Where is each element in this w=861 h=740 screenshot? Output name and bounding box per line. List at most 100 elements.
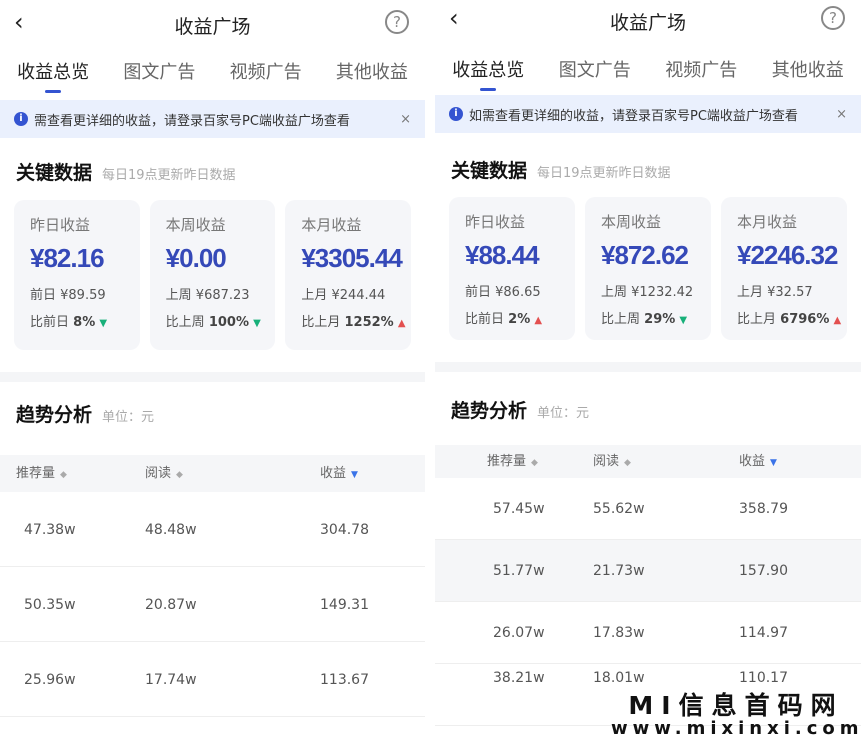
card-value: ¥872.62	[601, 240, 689, 270]
sort-icon[interactable]: ◆	[531, 457, 538, 468]
compare-label: 比上月	[737, 312, 777, 327]
card-compare: 比上月 6796% ▲	[737, 308, 847, 327]
table-cell: 55.62w	[593, 501, 645, 517]
close-icon[interactable]: ×	[836, 106, 847, 122]
column-label: 阅读	[593, 453, 620, 469]
table-row[interactable]: 50.35w 20.87w 149.31	[0, 567, 425, 642]
sort-icon[interactable]: ◆	[624, 457, 631, 468]
compare-label: 比前日	[30, 315, 70, 330]
triangle-down-icon: ▼	[679, 315, 688, 326]
column-label: 收益	[320, 465, 347, 481]
stat-card[interactable]: 昨日收益 ¥88.44 前日 ¥86.65 比前日 2% ▲	[449, 197, 575, 340]
sort-icon[interactable]: ◆	[60, 469, 67, 480]
triangle-down-icon: ▼	[99, 318, 108, 329]
column-header[interactable]: 阅读 ◆	[145, 465, 183, 484]
key-data-title: 关键数据	[16, 162, 93, 184]
column-header[interactable]: 推荐量 ◆	[487, 453, 538, 472]
tab-0[interactable]: 收益总览	[448, 56, 528, 94]
phone-screen-1: ‹ 收益广场 ? 收益总览 图文广告 视频广告 其他收益 i 需查看更详细的收益，请登…	[0, 0, 425, 740]
sort-icon[interactable]: ▼	[351, 469, 358, 480]
compare-value: 2%	[508, 312, 531, 327]
compare-value: 6796%	[780, 312, 830, 327]
table-cell: 47.38w	[24, 521, 76, 538]
card-value: ¥88.44	[465, 240, 540, 270]
table-cell: 157.90	[739, 563, 788, 579]
stat-card[interactable]: 本周收益 ¥872.62 上周 ¥1232.42 比上周 29% ▼	[585, 197, 711, 340]
column-label: 推荐量	[16, 465, 56, 481]
table-cell: 48.48w	[145, 521, 197, 538]
tab-3[interactable]: 其他收益	[335, 62, 408, 83]
stat-cards: 昨日收益 ¥82.16 前日 ¥89.59 比前日 8% ▼ 本周收益 ¥0.0…	[14, 200, 412, 350]
column-label: 推荐量	[487, 453, 527, 469]
page-title: 收益广场	[174, 16, 251, 38]
table-cell: 114.97	[739, 625, 788, 641]
stat-card[interactable]: 本月收益 ¥3305.44 上月 ¥244.44 比上月 1252% ▲	[285, 200, 412, 350]
table-row[interactable]: 38.21w 18.01w 110.17	[435, 664, 861, 726]
triangle-up-icon: ▲	[397, 318, 406, 329]
compare-label: 比前日	[465, 312, 505, 327]
back-icon[interactable]: ‹	[449, 4, 459, 32]
column-header[interactable]: 收益 ▼	[320, 465, 358, 484]
table-header: 推荐量 ◆ 阅读 ◆ 收益 ▼	[0, 455, 425, 492]
table-cell: 50.35w	[24, 596, 76, 613]
stat-card[interactable]: 昨日收益 ¥82.16 前日 ¥89.59 比前日 8% ▼	[14, 200, 140, 350]
table-row[interactable]: 51.77w 21.73w 157.90	[435, 540, 861, 602]
banner-text: 需查看更详细的收益，请登录百家号PC端收益广场查看	[34, 113, 350, 129]
banner-text: 如需查看更详细的收益，请登录百家号PC端收益广场查看	[469, 108, 798, 124]
tab-1[interactable]: 图文广告	[123, 62, 196, 83]
trend-unit: 单位：元	[537, 406, 590, 421]
page-title: 收益广场	[609, 12, 686, 34]
compare-label: 比上周	[165, 315, 205, 330]
triangle-down-icon: ▼	[253, 318, 261, 329]
card-value: ¥3305.44	[301, 243, 402, 273]
compare-value: 8%	[73, 315, 96, 330]
table-row[interactable]: 25.96w 17.74w 113.67	[0, 642, 425, 717]
table-cell: 110.17	[739, 670, 788, 686]
column-label: 收益	[739, 453, 766, 469]
compare-label: 比上月	[301, 315, 341, 330]
info-banner: i 需查看更详细的收益，请登录百家号PC端收益广场查看 ×	[0, 100, 425, 138]
table-row[interactable]: 26.07w 17.83w 114.97	[435, 602, 861, 664]
key-data-title: 关键数据	[451, 160, 528, 182]
trend-title: 趋势分析	[451, 400, 528, 422]
column-header[interactable]: 阅读 ◆	[593, 453, 631, 472]
triangle-up-icon: ▲	[833, 315, 842, 326]
tab-3[interactable]: 其他收益	[771, 60, 844, 81]
card-value: ¥2246.32	[737, 240, 838, 270]
info-icon: i	[449, 107, 463, 121]
watermark: MI信息首码网 www.mixinxi.com	[611, 693, 861, 739]
column-header[interactable]: 推荐量 ◆	[16, 465, 67, 484]
table-cell: 113.67	[320, 671, 369, 688]
back-icon[interactable]: ‹	[14, 8, 24, 36]
table-row[interactable]: 47.38w 48.48w 304.78	[0, 492, 425, 567]
close-icon[interactable]: ×	[400, 111, 411, 127]
card-label: 昨日收益	[465, 213, 526, 231]
column-header[interactable]: 收益 ▼	[739, 453, 777, 472]
card-label: 本月收益	[301, 216, 362, 234]
card-compare: 比上周 29% ▼	[601, 308, 711, 327]
tab-1[interactable]: 图文广告	[558, 60, 631, 81]
table-cell: 38.21w	[493, 670, 545, 686]
card-compare: 比前日 2% ▲	[465, 308, 575, 327]
tab-0[interactable]: 收益总览	[13, 58, 93, 96]
table-header: 推荐量 ◆ 阅读 ◆ 收益 ▼	[435, 445, 861, 478]
compare-value: 29%	[644, 312, 676, 327]
card-previous: 上月 ¥244.44	[301, 288, 386, 303]
table-cell: 21.73w	[593, 563, 645, 579]
header: ‹ 收益广场 ?	[435, 0, 861, 44]
help-icon[interactable]: ?	[385, 10, 409, 34]
table-cell: 18.01w	[593, 670, 645, 686]
tab-bar: 收益总览 图文广告 视频广告 其他收益	[0, 58, 425, 96]
tab-2[interactable]: 视频广告	[229, 62, 302, 83]
info-banner: i 如需查看更详细的收益，请登录百家号PC端收益广场查看 ×	[435, 95, 861, 133]
table-cell: 149.31	[320, 596, 369, 613]
sort-icon[interactable]: ◆	[176, 469, 183, 480]
stat-card[interactable]: 本月收益 ¥2246.32 上月 ¥32.57 比上月 6796% ▲	[721, 197, 847, 340]
sort-icon[interactable]: ▼	[770, 457, 777, 468]
card-value: ¥0.00	[165, 243, 227, 273]
stat-card[interactable]: 本周收益 ¥0.00 上周 ¥687.23 比上周 100% ▼	[149, 200, 276, 350]
help-icon[interactable]: ?	[821, 6, 845, 30]
watermark-line1: MI信息首码网	[628, 691, 844, 720]
table-row[interactable]: 57.45w 55.62w 358.79	[435, 478, 861, 540]
tab-2[interactable]: 视频广告	[665, 60, 738, 81]
